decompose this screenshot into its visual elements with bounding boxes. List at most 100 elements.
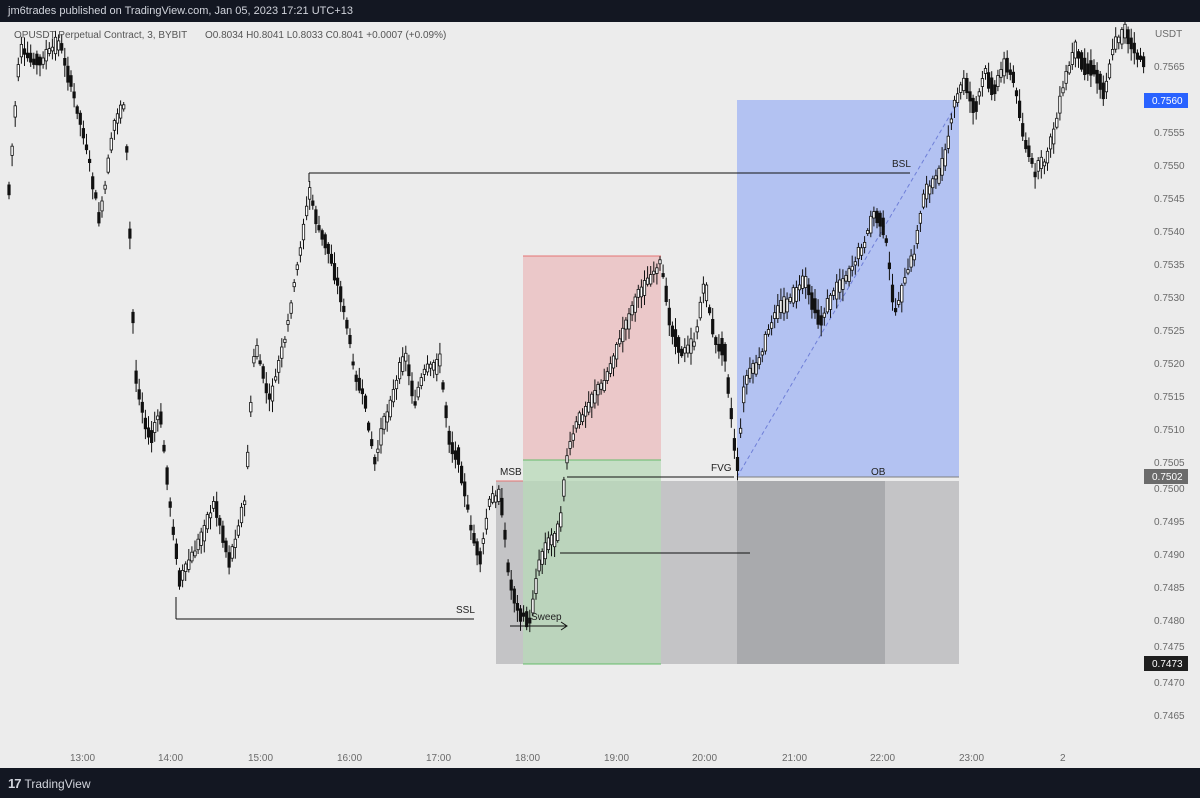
candle[interactable]: [447, 425, 451, 453]
candle[interactable]: [13, 101, 17, 127]
candle[interactable]: [249, 395, 253, 417]
candle[interactable]: [122, 102, 126, 112]
candle[interactable]: [84, 133, 89, 155]
candle[interactable]: [822, 307, 826, 326]
candle[interactable]: [215, 491, 219, 527]
candle[interactable]: [199, 527, 203, 554]
candle[interactable]: [177, 567, 182, 590]
candle[interactable]: [686, 335, 690, 358]
candle[interactable]: [404, 345, 408, 372]
candle[interactable]: [35, 50, 39, 75]
candle[interactable]: [1111, 38, 1115, 61]
candle[interactable]: [391, 379, 396, 408]
candle[interactable]: [44, 39, 48, 70]
candle[interactable]: [326, 242, 330, 264]
candle[interactable]: [952, 95, 957, 118]
candle[interactable]: [494, 490, 498, 509]
candle[interactable]: [937, 165, 941, 186]
candle[interactable]: [184, 561, 188, 581]
candle[interactable]: [562, 476, 566, 502]
candle[interactable]: [859, 243, 864, 260]
candle[interactable]: [273, 368, 278, 383]
candle[interactable]: [943, 143, 947, 171]
candle[interactable]: [714, 335, 718, 354]
candle[interactable]: [739, 418, 743, 438]
candle[interactable]: [692, 332, 696, 351]
candle[interactable]: [890, 273, 895, 311]
candle[interactable]: [816, 299, 820, 329]
candle[interactable]: [664, 277, 668, 306]
candle[interactable]: [187, 549, 191, 573]
candle[interactable]: [785, 292, 789, 319]
candle[interactable]: [537, 549, 541, 576]
candle[interactable]: [928, 180, 932, 203]
candle[interactable]: [1098, 71, 1102, 99]
candle[interactable]: [571, 425, 575, 448]
candle[interactable]: [63, 47, 67, 77]
candle[interactable]: [825, 289, 830, 315]
candle[interactable]: [894, 298, 898, 316]
candle[interactable]: [856, 242, 861, 267]
candle[interactable]: [596, 381, 600, 406]
candle[interactable]: [463, 473, 467, 508]
candle[interactable]: [258, 354, 262, 366]
candle[interactable]: [484, 508, 489, 535]
candle[interactable]: [401, 347, 405, 376]
candle[interactable]: [673, 318, 678, 355]
candle[interactable]: [875, 208, 879, 229]
candle[interactable]: [689, 327, 693, 365]
candle[interactable]: [171, 519, 175, 541]
candle[interactable]: [804, 267, 808, 299]
candle[interactable]: [912, 245, 916, 267]
candle[interactable]: [1114, 27, 1118, 53]
candle[interactable]: [277, 355, 281, 384]
candle[interactable]: [323, 232, 327, 255]
candle[interactable]: [525, 606, 529, 631]
candle[interactable]: [723, 342, 727, 372]
candle[interactable]: [717, 334, 721, 359]
candle[interactable]: [66, 56, 70, 91]
candle[interactable]: [97, 202, 101, 227]
candle[interactable]: [16, 57, 20, 82]
candle[interactable]: [627, 308, 631, 339]
candle[interactable]: [661, 264, 665, 279]
sweep-label[interactable]: Sweep: [531, 612, 562, 623]
candle[interactable]: [618, 330, 622, 347]
candle[interactable]: [1126, 26, 1130, 54]
candle[interactable]: [946, 125, 950, 154]
candle[interactable]: [1086, 52, 1090, 81]
candle[interactable]: [267, 383, 272, 412]
candle[interactable]: [906, 258, 910, 276]
candle[interactable]: [103, 180, 107, 194]
candle[interactable]: [478, 547, 482, 573]
candle[interactable]: [695, 319, 699, 340]
candle[interactable]: [428, 361, 433, 377]
candle[interactable]: [788, 293, 792, 304]
candle[interactable]: [903, 267, 907, 286]
candle[interactable]: [41, 51, 45, 69]
candle[interactable]: [959, 81, 963, 100]
candle[interactable]: [490, 485, 495, 505]
candle[interactable]: [174, 538, 178, 565]
candle[interactable]: [732, 428, 737, 459]
candle[interactable]: [1107, 59, 1112, 80]
price-axis[interactable]: USDT 0.7565 0.7555 0.7550 0.7545 0.7540 0.753…: [1154, 29, 1185, 722]
candle[interactable]: [667, 299, 671, 336]
candle[interactable]: [509, 570, 513, 600]
candle[interactable]: [615, 342, 619, 368]
candle[interactable]: [1002, 51, 1006, 84]
candle[interactable]: [1011, 65, 1016, 88]
candle[interactable]: [236, 519, 240, 539]
candle[interactable]: [91, 172, 95, 200]
candle[interactable]: [770, 315, 774, 336]
candle[interactable]: [965, 72, 969, 99]
candle[interactable]: [980, 71, 985, 97]
candle[interactable]: [255, 338, 259, 360]
candle[interactable]: [57, 34, 61, 57]
candle[interactable]: [977, 88, 981, 105]
candle[interactable]: [503, 522, 507, 548]
candle[interactable]: [202, 519, 206, 553]
candle[interactable]: [242, 495, 247, 517]
candle[interactable]: [971, 94, 975, 125]
candle[interactable]: [605, 367, 609, 384]
